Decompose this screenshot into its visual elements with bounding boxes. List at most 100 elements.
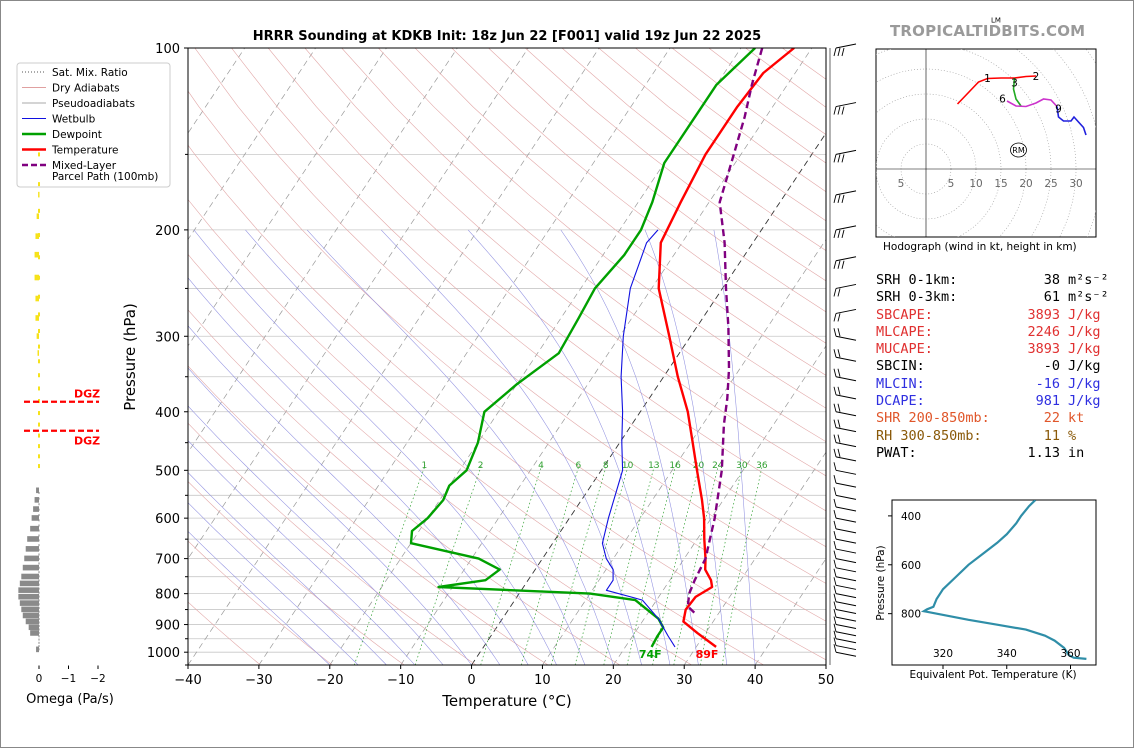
x-tick-label: 30	[676, 673, 693, 688]
omega-bar	[38, 312, 40, 317]
theta-e-frame	[891, 499, 1097, 666]
stat-value: 2246	[1027, 323, 1060, 340]
omega-bar	[36, 487, 39, 494]
mixing-ratio-line	[550, 464, 607, 665]
omega-bar	[38, 491, 40, 494]
stat-unit: m²s⁻²	[1068, 289, 1109, 306]
omega-bar	[38, 233, 40, 238]
dry-adiabat	[188, 481, 405, 665]
mixing-ratio-label: 16	[669, 461, 681, 471]
barb-flag	[837, 106, 841, 115]
omega-bar	[31, 515, 39, 521]
barb-flag	[841, 260, 845, 269]
barb-flag	[833, 368, 837, 377]
stat-row: SBCAPE: 3893 J/kg	[876, 307, 1116, 324]
y-tick-label: 300	[155, 330, 180, 345]
omega-bar	[35, 295, 39, 302]
omega-panel: DGZ DGZ 0 −1 −2 Omega (Pa/s)	[18, 152, 114, 707]
mixing-ratio-line	[652, 464, 700, 665]
pseudoadiabat	[188, 367, 472, 665]
isotherm	[188, 48, 600, 665]
hodo-trace	[956, 75, 1037, 105]
barb-shaft	[835, 494, 857, 500]
hodo-ring-label: 5	[898, 178, 905, 190]
dry-adiabat	[188, 199, 764, 665]
omega-bar	[27, 536, 39, 542]
omega-bar	[38, 373, 40, 378]
stat-key: SRH 0-1km:	[876, 272, 958, 288]
omega-bar	[38, 595, 40, 598]
hodo-height-label: 1	[984, 73, 991, 85]
barb-flag	[837, 260, 841, 269]
theta-e-x-tick-label: 360	[1060, 648, 1080, 660]
omega-bar	[38, 191, 40, 198]
stat-row: RH 300-850mb: 11%	[876, 428, 1116, 445]
stat-unit: J/kg	[1068, 358, 1101, 375]
barb-flag	[833, 531, 837, 540]
barb-shaft	[835, 442, 857, 448]
y-tick-label: 100	[155, 42, 180, 57]
dry-adiabat	[188, 309, 621, 665]
theta-e-x-tick-label: 340	[997, 648, 1017, 660]
y-axis-label: Pressure (hPa)	[121, 303, 139, 411]
barb-flag	[833, 386, 837, 395]
hodo-height-label: 2	[1033, 71, 1040, 83]
omega-bar	[38, 571, 40, 574]
barb-flag	[837, 313, 841, 322]
omega-bar	[21, 573, 39, 580]
omega-bar	[38, 422, 40, 427]
barb-flag	[833, 616, 837, 625]
stat-unit: %	[1068, 427, 1077, 444]
wind-barbs	[829, 43, 857, 665]
dry-adiabat	[188, 90, 826, 622]
x-tick-label: −30	[245, 673, 272, 688]
barb-flag	[833, 623, 837, 632]
omega-bar	[38, 444, 40, 449]
omega-bar	[19, 600, 39, 606]
mixing-ratio-line	[480, 464, 543, 665]
mixing-ratio-line	[603, 464, 655, 665]
mixing-ratio-label: 30	[736, 461, 748, 471]
barb-flag	[841, 194, 845, 203]
barb-flag	[833, 448, 837, 457]
stat-value: 3893	[1027, 341, 1060, 358]
barb-flag	[833, 47, 837, 57]
barb-flag	[833, 559, 837, 568]
omega-x-tick-label: 0	[36, 673, 43, 685]
pseudoadiabat	[188, 502, 359, 665]
omega-bar	[38, 579, 40, 582]
omega-bar	[38, 524, 40, 527]
theta-e-y-label: Pressure (hPa)	[875, 545, 887, 620]
stat-key: PWAT:	[876, 444, 917, 461]
barb-shaft	[835, 427, 857, 433]
omega-bar	[38, 529, 40, 532]
x-tick-label: −40	[174, 673, 201, 688]
barb-flag	[833, 585, 837, 594]
hodo-ring-label: 5	[948, 178, 955, 190]
stat-key: SBCIN:	[876, 358, 925, 375]
y-tick-label: 1000	[147, 646, 180, 661]
omega-x-tick-label: −1	[61, 673, 76, 685]
barb-flag	[833, 434, 837, 443]
omega-bar	[38, 208, 40, 213]
barb-flag	[837, 448, 841, 457]
barb-shaft	[835, 190, 857, 196]
temperature-line	[657, 48, 795, 648]
hodograph-caption: Hodograph (wind in kt, height in km)	[883, 241, 1077, 253]
barb-shaft	[835, 576, 857, 582]
barb-shaft	[835, 548, 857, 554]
barb-shaft	[835, 356, 857, 362]
stat-value: -16	[1035, 375, 1060, 392]
dewpoint-line	[409, 48, 756, 648]
omega-bar	[38, 508, 40, 511]
rm-label: RM	[1012, 146, 1025, 155]
omega-bar	[18, 587, 39, 593]
surface-value-label: 74F	[639, 648, 662, 661]
barb-flag	[837, 194, 841, 203]
omega-bar	[38, 275, 40, 280]
mixing-ratio-line	[673, 464, 719, 665]
omega-bar	[38, 603, 40, 606]
barb-flag	[837, 154, 841, 163]
legend: Sat. Mix. Ratio Dry Adiabats Pseudoadiabat…	[16, 62, 171, 188]
barb-flag	[833, 568, 837, 577]
